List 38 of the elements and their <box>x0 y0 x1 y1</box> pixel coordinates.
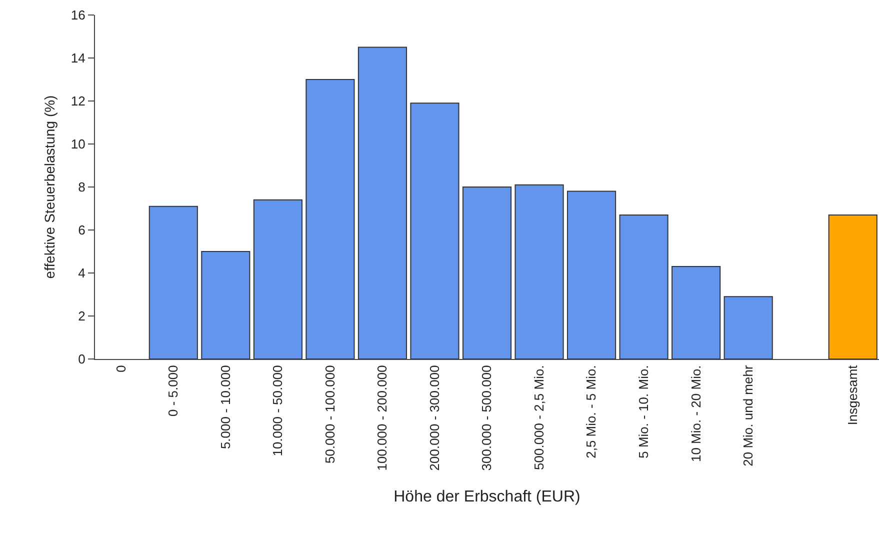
x-tick-label: 500.000 - 2,5 Mio. <box>531 365 546 470</box>
y-tick-label: 6 <box>78 222 86 238</box>
bar <box>306 79 355 359</box>
y-axis-title: effektive Steuerbelastung (%) <box>42 95 58 279</box>
x-tick-label: 100.000 - 200.000 <box>374 365 390 471</box>
x-tick-label: 50.000 - 100.000 <box>322 365 338 464</box>
x-tick-label: 10.000 - 50.000 <box>270 365 286 456</box>
bar <box>672 266 721 359</box>
bar <box>619 214 668 359</box>
y-tick-label: 0 <box>78 352 86 367</box>
bar <box>566 190 616 359</box>
y-tick-label: 14 <box>70 50 86 66</box>
x-tick-label: 0 - 5.000 <box>166 365 181 417</box>
y-tick-label: 12 <box>70 94 86 109</box>
x-axis-title: Höhe der Erbschaft (EUR) <box>394 488 580 506</box>
bar <box>724 296 773 359</box>
x-tick-label: 2,5 Mio. - 5 Mio. <box>584 365 599 458</box>
bar <box>462 186 512 359</box>
bar <box>201 251 250 359</box>
bar <box>253 199 302 359</box>
x-tick-label: 20 Mio. und mehr <box>740 364 756 466</box>
bar <box>410 102 460 359</box>
y-tick-label: 4 <box>78 266 86 281</box>
y-tick-label: 10 <box>70 136 86 152</box>
x-tick-label: 300.000 - 500.000 <box>479 365 494 471</box>
x-tick-label: 200.000 - 300.000 <box>426 365 442 471</box>
bar <box>358 46 408 359</box>
x-tick-label: 5.000 - 10.000 <box>218 365 233 450</box>
y-tick-label: 8 <box>78 180 86 195</box>
y-tick-label: 16 <box>70 8 86 23</box>
x-tick-label: 10 Mio. - 20 Mio. <box>688 365 704 462</box>
x-tick-label: Insgesamt <box>845 364 860 426</box>
bar <box>514 184 564 359</box>
x-tick-label: 5 Mio. - 10. Mio. <box>636 365 652 458</box>
bar <box>148 206 198 359</box>
bar <box>828 214 878 359</box>
x-tick-label: 0 <box>113 365 128 372</box>
y-tick-label: 2 <box>78 308 86 324</box>
